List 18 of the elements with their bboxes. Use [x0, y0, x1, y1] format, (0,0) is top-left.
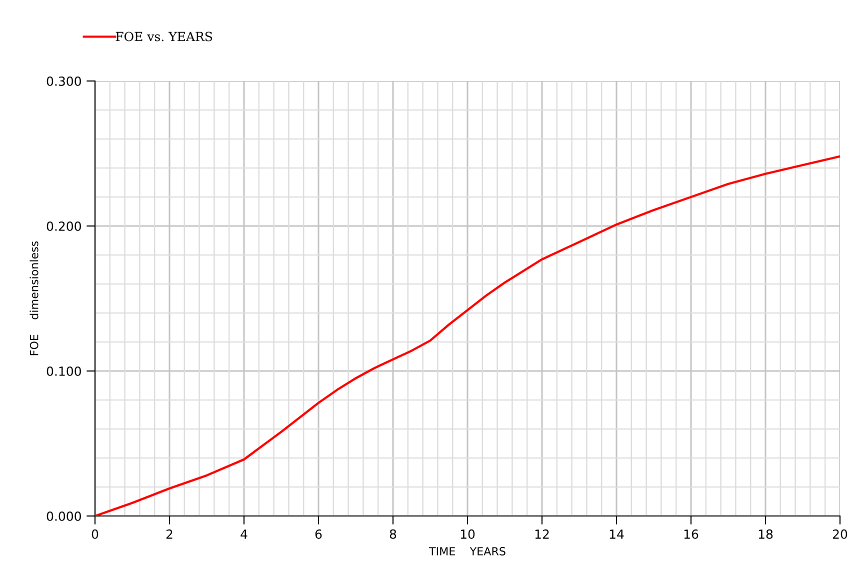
x-tick-label: 16 — [684, 529, 698, 539]
x-tick-label: 18 — [758, 529, 773, 539]
x-tick-label: 10 — [460, 529, 475, 539]
x-tick-label: 0 — [92, 529, 98, 539]
x-tick-label: 4 — [240, 530, 248, 539]
y-tick-label: 0.000 — [46, 511, 81, 521]
y-tick-label: 0.100 — [46, 366, 81, 376]
x-tick-label: 2 — [166, 529, 172, 539]
x-tick-label: 20 — [832, 529, 848, 539]
x-tick-label: 12 — [535, 529, 549, 539]
x-axis-title: TIME YEARS — [428, 547, 506, 556]
y-tick-label: 0.300 — [46, 76, 81, 86]
x-tick-label: 8 — [390, 529, 396, 539]
y-tick-label: 0.200 — [46, 221, 81, 231]
y-axis-title: FOE dimensionless — [30, 241, 38, 356]
legend-label: FOE vs. YEARS — [116, 32, 212, 42]
x-tick-label: 14 — [610, 530, 624, 539]
x-tick-label: 6 — [315, 529, 322, 539]
